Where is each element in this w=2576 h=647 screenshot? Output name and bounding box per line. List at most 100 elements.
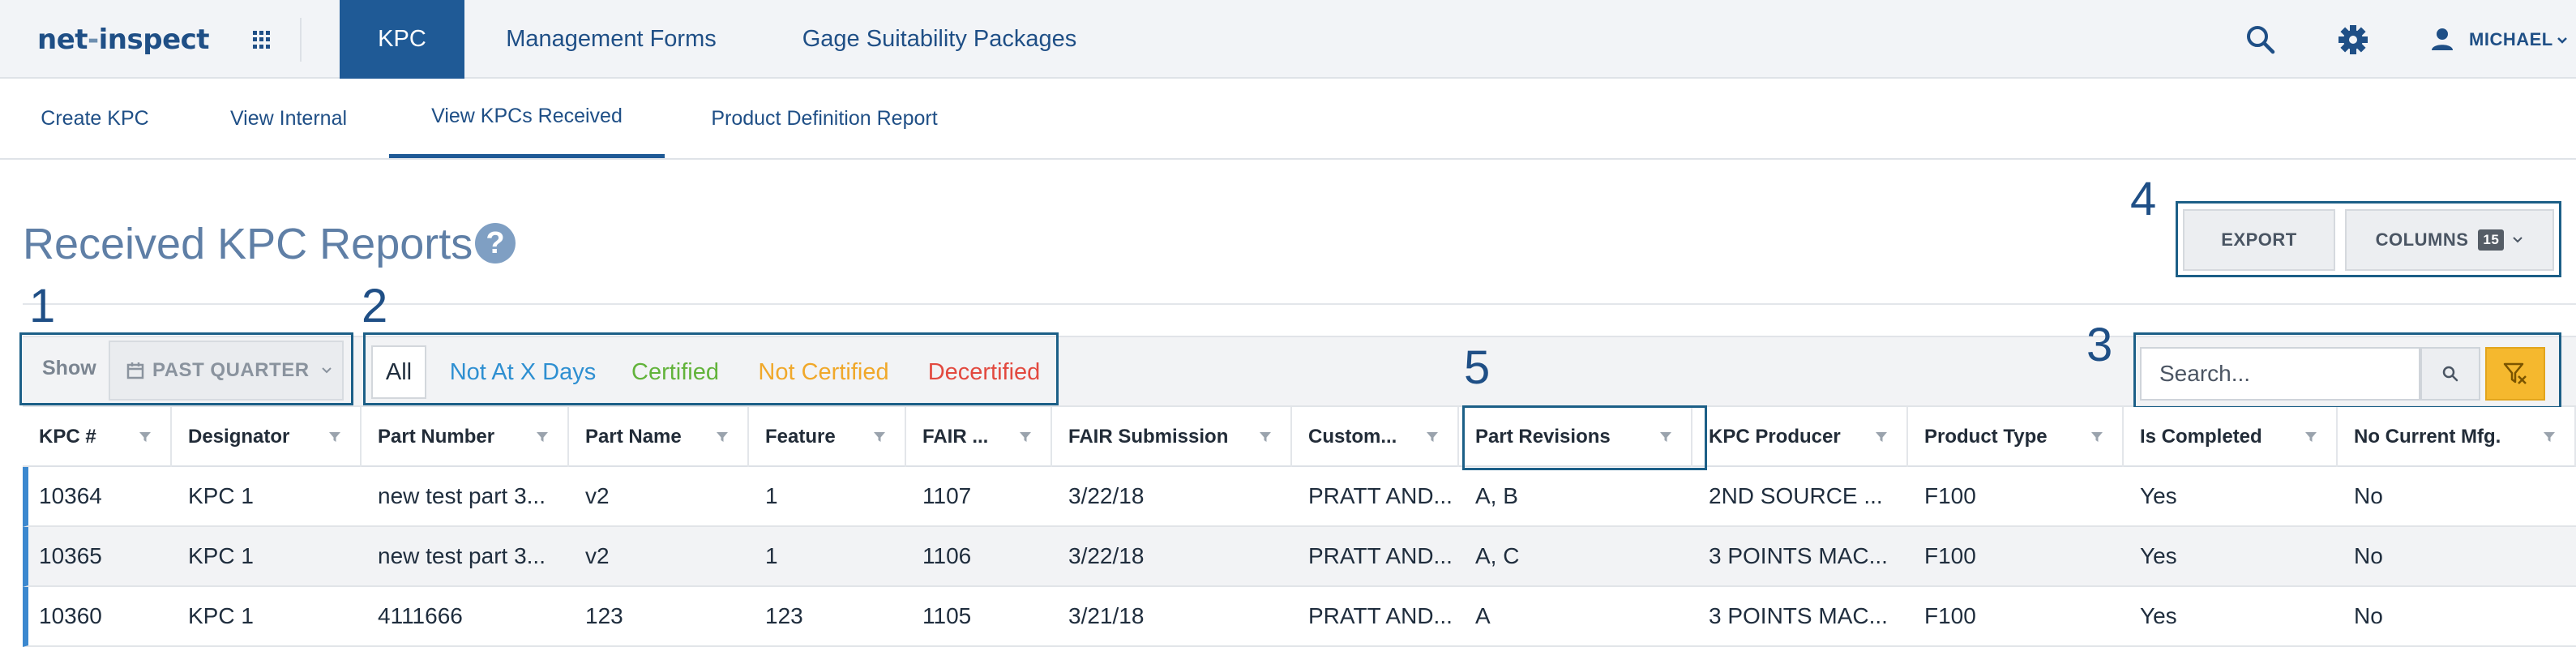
column-filter-icon[interactable] — [1658, 430, 1673, 444]
nav-divider — [300, 18, 302, 62]
table-cell-part-revisions: A — [1475, 603, 1491, 628]
column-header-label: No Current Mfg. — [2354, 426, 2501, 448]
column-filter-icon[interactable] — [138, 430, 152, 444]
column-header-designator[interactable]: Designator — [172, 407, 362, 467]
nav-tab-management-forms[interactable]: Management Forms — [506, 26, 717, 52]
clear-filter-icon — [2503, 362, 2527, 384]
column-header-is-completed[interactable]: Is Completed — [2124, 407, 2338, 467]
column-filter-icon[interactable] — [715, 430, 730, 444]
callout-number-3: 3 — [2086, 319, 2113, 371]
column-header-label: Feature — [765, 426, 836, 448]
column-filter-icon[interactable] — [2542, 430, 2557, 444]
table-header: KPC # Designator Part Number Part Name Featu… — [23, 407, 2576, 467]
table-cell-custom: PRATT AND... — [1308, 483, 1453, 508]
status-filter-certified[interactable]: Certified — [631, 358, 719, 385]
user-icon[interactable] — [2425, 23, 2459, 57]
column-header-fair[interactable]: FAIR ... — [906, 407, 1052, 467]
column-filter-icon[interactable] — [1018, 430, 1033, 444]
table-cell-fair: 1107 — [922, 483, 972, 508]
table-cell-designator: KPC 1 — [188, 543, 254, 568]
column-header-part-number[interactable]: Part Number — [362, 407, 569, 467]
search-input[interactable] — [2140, 347, 2420, 401]
nav-tab-kpc[interactable]: KPC — [340, 0, 464, 79]
callout-box-4 — [2176, 201, 2561, 277]
columns-button[interactable]: COLUMNS 15 — [2345, 209, 2554, 271]
search-button[interactable] — [2420, 347, 2480, 401]
sub-tab-product-definition-report[interactable]: Product Definition Report — [711, 106, 938, 130]
callout-number-2: 2 — [362, 280, 388, 332]
column-header-label: FAIR ... — [922, 426, 989, 448]
column-header-custom[interactable]: Custom... — [1292, 407, 1459, 467]
table-row[interactable]: 10360 KPC 1 4111666 123 123 1105 3/21/18 PRATT … — [23, 587, 2576, 647]
clear-filter-button[interactable] — [2485, 347, 2545, 401]
logo-text-sep: - — [88, 24, 99, 56]
section-divider — [23, 303, 2576, 305]
nav-tab-gage-suitability-packages[interactable]: Gage Suitability Packages — [802, 26, 1077, 52]
status-filter-all[interactable]: All — [371, 345, 426, 399]
column-header-label: Part Revisions — [1475, 426, 1611, 448]
table-cell-fair-submission: 3/21/18 — [1068, 603, 1145, 628]
search-icon — [2442, 366, 2458, 382]
table-cell-kpc: 10360 — [39, 603, 102, 628]
column-filter-icon[interactable] — [872, 430, 887, 444]
column-filter-icon[interactable] — [1425, 430, 1440, 444]
sub-tab-view-kpcs-received[interactable]: View KPCs Received — [389, 79, 665, 158]
column-filter-icon[interactable] — [1258, 430, 1273, 444]
logo-text-main: net — [37, 24, 88, 56]
column-filter-icon[interactable] — [535, 430, 550, 444]
table-cell-custom: PRATT AND... — [1308, 603, 1453, 628]
column-header-product-type[interactable]: Product Type — [1908, 407, 2124, 467]
callout-number-4: 4 — [2130, 173, 2157, 225]
column-header-label: KPC # — [39, 426, 96, 448]
table-cell-kpc-producer: 2ND SOURCE ... — [1709, 483, 1883, 508]
app-grid-icon[interactable] — [253, 31, 271, 49]
column-header-fair-submission[interactable]: FAIR Submission — [1052, 407, 1292, 467]
columns-label: COLUMNS — [2375, 229, 2469, 250]
column-filter-icon[interactable] — [1874, 430, 1889, 444]
page-title: Received KPC Reports — [23, 220, 473, 268]
sub-tab-view-internal[interactable]: View Internal — [229, 106, 348, 130]
callout-box-2 — [363, 332, 1059, 405]
columns-count-badge: 15 — [2478, 229, 2505, 251]
calendar-icon — [126, 362, 144, 379]
column-header-kpc[interactable]: KPC # — [23, 407, 172, 467]
export-button[interactable]: EXPORT — [2183, 209, 2335, 271]
column-header-feature[interactable]: Feature — [749, 407, 906, 467]
chevron-down-icon — [321, 367, 332, 374]
column-header-part-revisions[interactable]: Part Revisions — [1459, 407, 1692, 467]
column-header-label: FAIR Submission — [1068, 426, 1229, 448]
table-cell-fair-submission: 3/22/18 — [1068, 543, 1145, 568]
table-cell-fair-submission: 3/22/18 — [1068, 483, 1145, 508]
table-cell-kpc: 10364 — [39, 483, 102, 508]
column-header-no-current-mfg[interactable]: No Current Mfg. — [2338, 407, 2576, 467]
table-cell-feature: 1 — [765, 483, 778, 508]
table-row[interactable]: 10364 KPC 1 new test part 3... v2 1 1107 3/22/… — [23, 467, 2576, 527]
table-cell-feature: 123 — [765, 603, 803, 628]
column-filter-icon[interactable] — [2304, 430, 2318, 444]
sub-tab-create-kpc[interactable]: Create KPC — [41, 106, 149, 130]
column-header-kpc-producer[interactable]: KPC Producer — [1692, 407, 1908, 467]
user-name[interactable]: MICHAEL — [2469, 29, 2553, 49]
show-label: Show — [42, 357, 96, 379]
period-select[interactable]: PAST QUARTER — [109, 341, 344, 401]
gear-icon[interactable] — [2336, 23, 2370, 57]
chevron-down-icon[interactable] — [2556, 34, 2569, 47]
table-cell-fair: 1106 — [922, 543, 972, 568]
column-filter-icon[interactable] — [2090, 430, 2104, 444]
table-cell-kpc-producer: 3 POINTS MAC... — [1709, 543, 1888, 568]
column-filter-icon[interactable] — [327, 430, 342, 444]
net-inspect-logo[interactable]: net - inspect — [37, 21, 210, 58]
table-cell-part-number: 4111666 — [378, 603, 463, 628]
column-header-label: Custom... — [1308, 426, 1397, 448]
status-filter-not-certified[interactable]: Not Certified — [758, 358, 889, 385]
column-header-part-name[interactable]: Part Name — [569, 407, 749, 467]
status-filter-not-at-x-days[interactable]: Not At X Days — [449, 358, 597, 385]
status-filter-decertified[interactable]: Decertified — [927, 358, 1041, 385]
table-cell-product-type: F100 — [1924, 603, 1976, 628]
table-cell-is-completed: Yes — [2140, 543, 2177, 568]
table-row[interactable]: 10365 KPC 1 new test part 3... v2 1 1106 3/22/… — [23, 527, 2576, 587]
help-icon[interactable]: ? — [475, 223, 516, 264]
search-icon[interactable] — [2244, 23, 2278, 57]
table-cell-no-current-mfg: No — [2354, 543, 2383, 568]
table-cell-no-current-mfg: No — [2354, 483, 2383, 508]
